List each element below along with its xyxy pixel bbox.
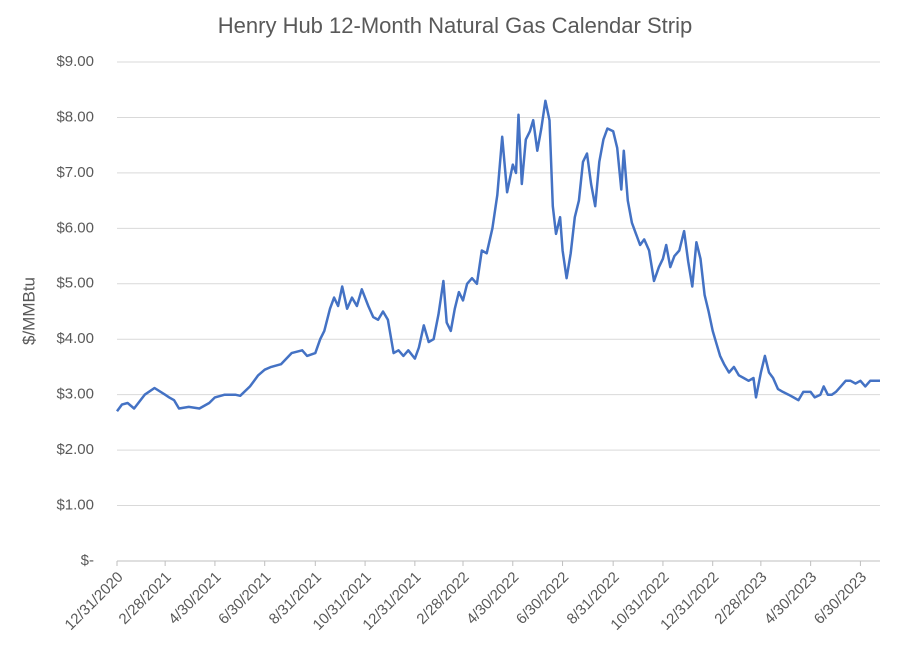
y-tick-label: $3.00: [56, 386, 94, 403]
y-tick-label: $8.00: [56, 108, 94, 125]
y-tick-label: $7.00: [56, 164, 94, 181]
data-line: [115, 99, 880, 413]
y-tick-label: $6.00: [56, 219, 94, 236]
y-tick-label: $2.00: [56, 441, 94, 458]
y-tick-label: $1.00: [56, 497, 94, 514]
y-tick-label: $-: [81, 552, 94, 569]
y-axis-label: $/MMBtu: [19, 277, 38, 345]
y-tick-label: $4.00: [56, 330, 94, 347]
y-tick-label: $9.00: [56, 53, 94, 70]
chart-title: Henry Hub 12-Month Natural Gas Calendar …: [218, 13, 692, 38]
y-tick-label: $5.00: [56, 275, 94, 292]
